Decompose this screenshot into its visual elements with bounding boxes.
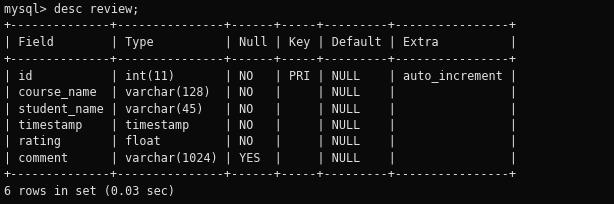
Text: +--------------+---------------+------+-----+---------+----------------+: +--------------+---------------+------+-… xyxy=(4,52,517,65)
Text: 6 rows in set (0.03 sec): 6 rows in set (0.03 sec) xyxy=(4,184,175,197)
Text: | course_name  | varchar(128)  | NO   |     | NULL    |                |: | course_name | varchar(128) | NO | | NU… xyxy=(4,85,517,99)
Text: | timestamp    | timestamp     | NO   |     | NULL    |                |: | timestamp | timestamp | NO | | NULL | … xyxy=(4,119,517,132)
Text: | Field        | Type          | Null | Key | Default | Extra          |: | Field | Type | Null | Key | Default | … xyxy=(4,36,517,49)
Text: | id           | int(11)       | NO   | PRI | NULL    | auto_increment |: | id | int(11) | NO | PRI | NULL | auto_… xyxy=(4,69,517,82)
Text: | student_name | varchar(45)   | NO   |     | NULL    |                |: | student_name | varchar(45) | NO | | NU… xyxy=(4,102,517,115)
Text: | rating       | float         | NO   |     | NULL    |                |: | rating | float | NO | | NULL | | xyxy=(4,135,517,148)
Text: +--------------+---------------+------+-----+---------+----------------+: +--------------+---------------+------+-… xyxy=(4,20,517,32)
Text: mysql> desc review;: mysql> desc review; xyxy=(4,3,139,16)
Text: | comment      | varchar(1024) | YES  |     | NULL    |                |: | comment | varchar(1024) | YES | | NULL… xyxy=(4,152,517,164)
Text: +--------------+---------------+------+-----+---------+----------------+: +--------------+---------------+------+-… xyxy=(4,168,517,181)
